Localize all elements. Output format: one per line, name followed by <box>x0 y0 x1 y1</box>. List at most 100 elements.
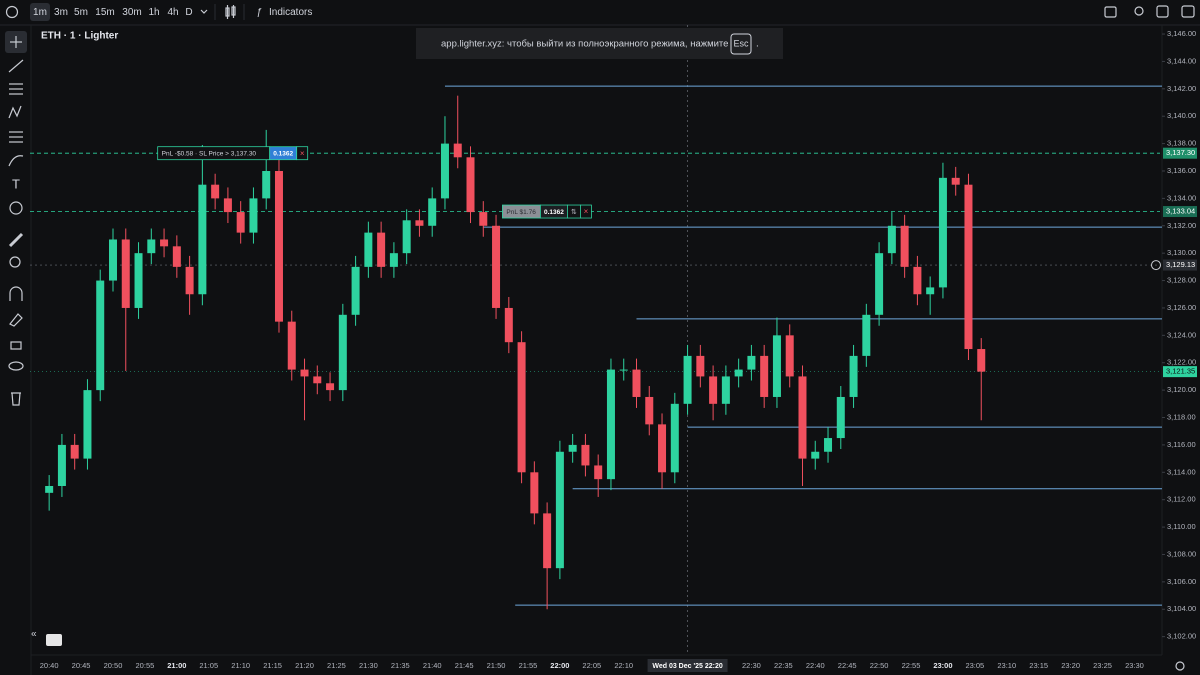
candle-body <box>262 170 271 199</box>
text-tool[interactable]: T <box>12 176 20 191</box>
x-tick-label: 23:05 <box>965 661 984 670</box>
candle-body <box>504 307 513 343</box>
candle-body <box>862 314 871 356</box>
candle-body <box>734 369 743 377</box>
brush-tool[interactable] <box>8 155 24 167</box>
x-tick-label: 21:05 <box>199 661 218 670</box>
notice-key-box <box>730 33 752 55</box>
y-tick-label: 3,118.00 <box>1167 413 1196 422</box>
candle-body <box>351 266 360 315</box>
candle-body <box>83 390 92 459</box>
settings-button[interactable] <box>1156 5 1169 18</box>
search-button[interactable] <box>1134 6 1144 16</box>
interval-button[interactable]: 5m <box>74 7 88 18</box>
pattern-tool[interactable] <box>8 105 22 119</box>
candle-body <box>709 376 718 404</box>
y-tick-label: 3,130.00 <box>1167 248 1196 257</box>
candle-body <box>428 198 437 226</box>
x-tick-label: 21:35 <box>391 661 410 670</box>
fib-tool[interactable] <box>9 83 23 95</box>
candle-body <box>160 239 169 247</box>
candle-body <box>70 444 79 459</box>
zoom-tool[interactable] <box>9 256 21 268</box>
candle-body <box>798 376 807 459</box>
candle-body <box>479 212 488 226</box>
delete-tool[interactable] <box>11 392 21 406</box>
order-close-box <box>296 146 309 161</box>
x-tick-label: 23:25 <box>1093 661 1112 670</box>
candle-body <box>887 225 896 254</box>
crosshair-tool[interactable] <box>10 36 22 48</box>
x-tick-label: 21:15 <box>263 661 282 670</box>
snapshot-button[interactable] <box>1181 5 1195 18</box>
indicators-button[interactable]: Indicators <box>269 7 312 18</box>
indicators-icon[interactable]: ƒ <box>256 7 262 18</box>
candle-body <box>249 198 258 233</box>
order-close[interactable]: × <box>300 149 305 158</box>
order-qty: 0.1362 <box>544 209 564 216</box>
tv-logo <box>46 634 62 646</box>
emoji-tool[interactable] <box>9 201 23 215</box>
chart-type-button[interactable] <box>225 5 236 19</box>
collapse-button[interactable]: « <box>31 629 37 640</box>
candle-body <box>236 212 245 233</box>
interval-button[interactable]: D <box>185 7 192 18</box>
order-pnl: PnL $1.76 <box>506 209 536 216</box>
candle-body <box>172 246 181 267</box>
lock-tool[interactable] <box>10 341 22 350</box>
order-swap[interactable]: ⇅ <box>571 208 577 216</box>
y-tick-label: 3,122.00 <box>1167 358 1196 367</box>
y-tick-label: 3,124.00 <box>1167 330 1196 339</box>
candle-body <box>377 232 386 267</box>
candle-body <box>811 451 820 459</box>
interval-button[interactable]: 4h <box>167 7 178 18</box>
stay-drawing-tool[interactable] <box>9 313 23 327</box>
interval-button[interactable]: 15m <box>95 7 114 18</box>
y-tick-label: 3,114.00 <box>1167 467 1196 476</box>
x-tick-label: 21:50 <box>487 661 506 670</box>
candle-body <box>926 287 935 295</box>
y-tick-label: 3,142.00 <box>1167 84 1196 93</box>
y-tick-label: 3,116.00 <box>1167 440 1196 449</box>
x-tick-label: 21:25 <box>327 661 346 670</box>
hide-tool[interactable] <box>8 361 24 371</box>
x-tick-label: 20:55 <box>136 661 155 670</box>
candle-body <box>606 369 615 480</box>
x-tick-label: 21:40 <box>423 661 442 670</box>
prediction-tool[interactable] <box>9 131 23 143</box>
ruler-tool[interactable] <box>8 232 24 248</box>
candle-body <box>389 253 398 267</box>
candle-body <box>453 143 462 158</box>
order-price-label-bg <box>1163 147 1197 159</box>
interval-button[interactable]: 30m <box>122 7 141 18</box>
interval-button[interactable]: 1h <box>148 7 159 18</box>
add-symbol-button[interactable] <box>5 5 19 19</box>
interval-dropdown[interactable] <box>200 9 208 14</box>
crosshair-time-bg <box>647 659 728 672</box>
layout-button[interactable] <box>1104 6 1117 18</box>
x-tick-label: 21:00 <box>167 661 186 670</box>
candle-body <box>568 444 577 452</box>
add-alert-button[interactable] <box>1151 260 1161 271</box>
candle-body <box>594 465 603 480</box>
y-tick-label: 3,112.00 <box>1167 495 1196 504</box>
candle-body <box>147 239 156 254</box>
trend-line-tool[interactable] <box>8 59 24 73</box>
interval-button[interactable]: 3m <box>54 7 68 18</box>
y-tick-label: 3,144.00 <box>1167 56 1196 65</box>
x-tick-label: 23:00 <box>933 661 952 670</box>
interval-button[interactable]: 1m <box>33 7 47 18</box>
x-tick-label: 21:30 <box>359 661 378 670</box>
candle-body <box>364 232 373 267</box>
order-close[interactable]: × <box>584 207 589 216</box>
x-tick-label: 22:45 <box>838 661 857 670</box>
magnet-tool[interactable] <box>9 286 23 301</box>
candle-body <box>402 220 411 254</box>
axis-settings-button[interactable] <box>1175 661 1185 671</box>
y-tick-label: 3,138.00 <box>1167 139 1196 148</box>
candle-body <box>198 184 207 295</box>
candle-body <box>772 335 781 397</box>
x-tick-label: 22:30 <box>742 661 761 670</box>
crosshair-time-label: Wed 03 Dec '25 22:20 <box>652 663 723 670</box>
